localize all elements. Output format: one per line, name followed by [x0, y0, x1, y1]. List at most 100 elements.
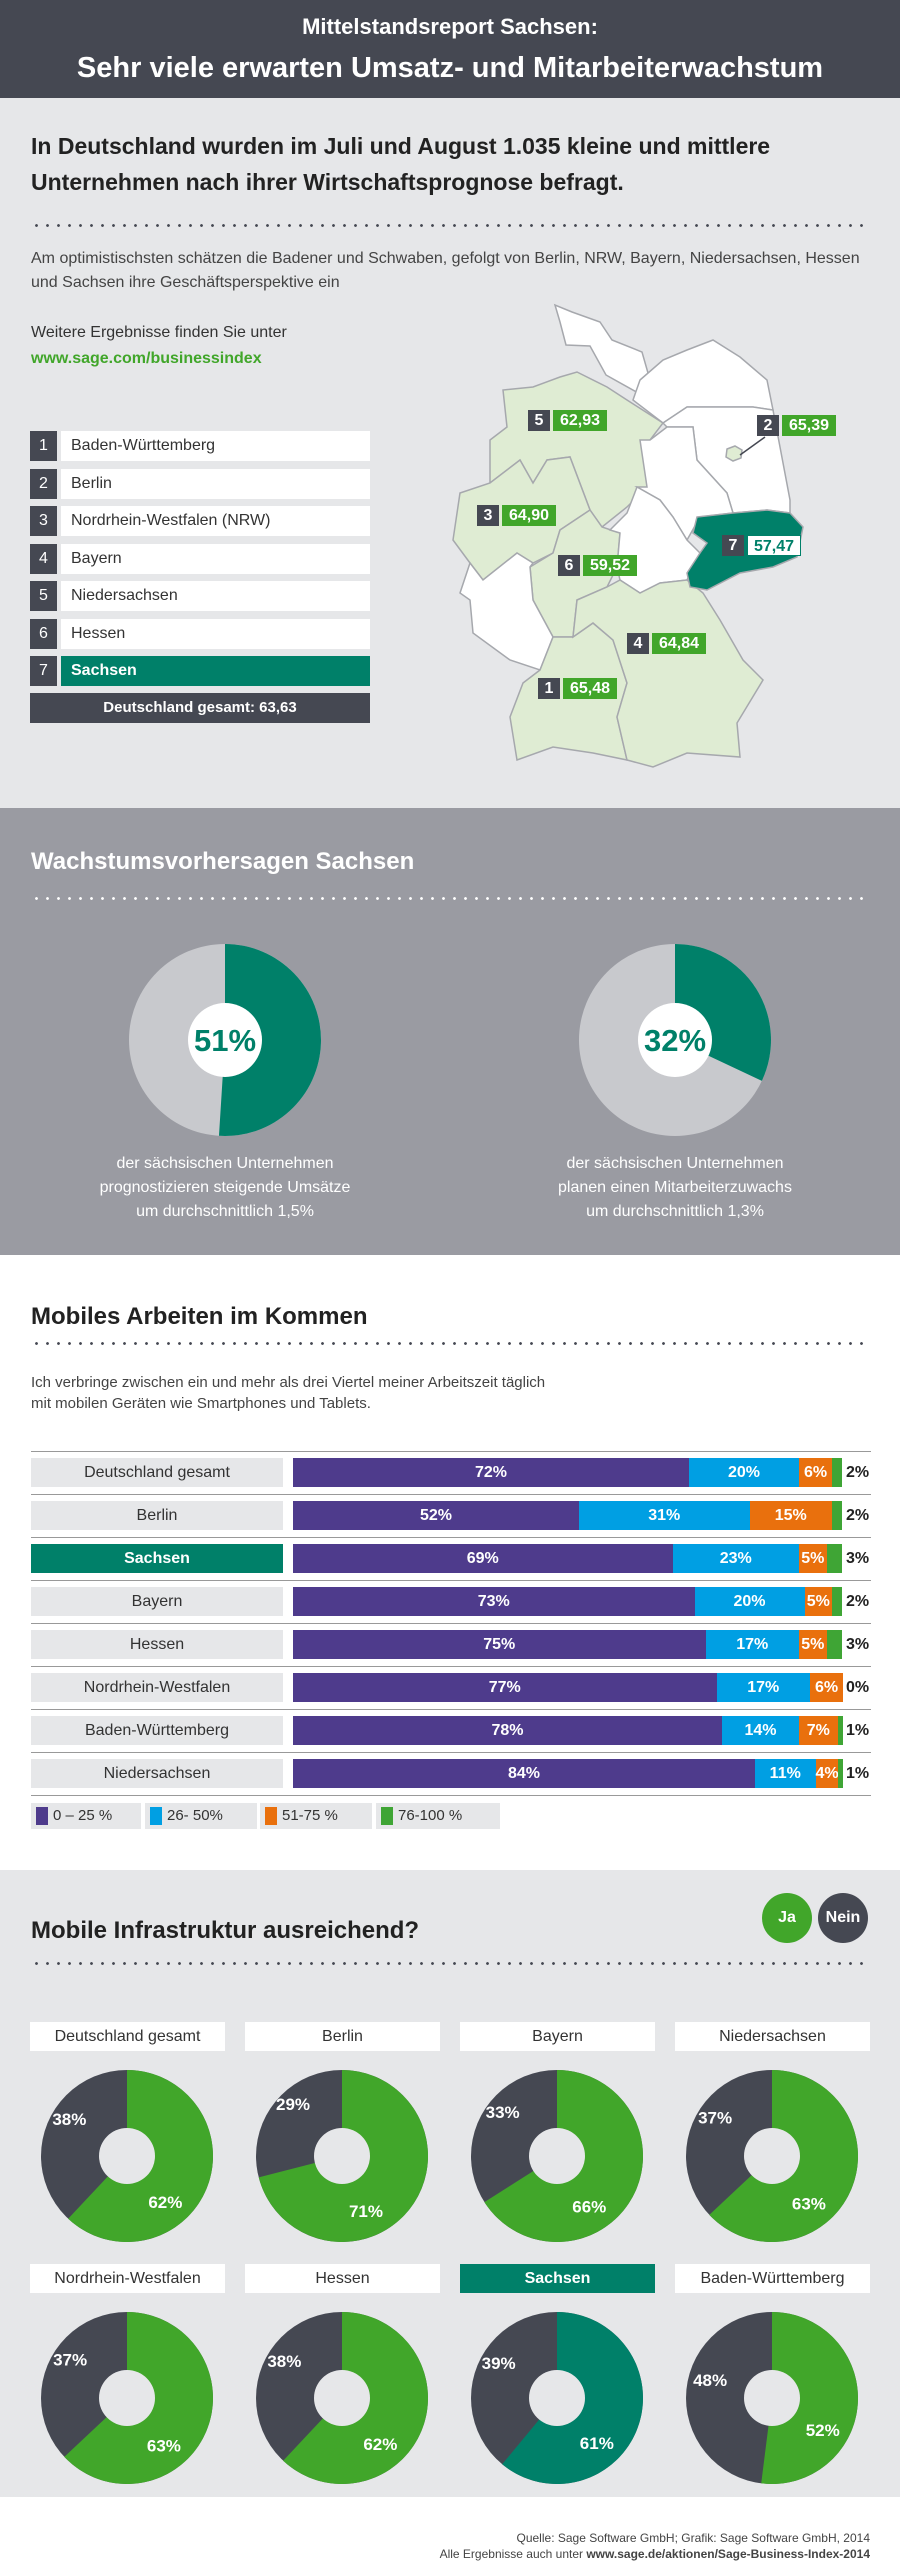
infra-pie: 63% 37%: [41, 2312, 213, 2484]
bar-segment: [832, 1587, 843, 1616]
footer-more-prefix: Alle Ergebnisse auch unter: [439, 2547, 587, 2561]
bar-value-label: 1%: [846, 1765, 870, 1782]
map-rank-badge: 6: [558, 555, 580, 576]
infra-pie: 62% 38%: [256, 2312, 428, 2484]
bar-category-label: Niedersachsen: [31, 1759, 283, 1788]
state-sachsen: [686, 509, 804, 591]
pie-caption-line: der sächsischen Unternehmen: [116, 1155, 334, 1172]
rank-label: Nordrhein-Westfalen (NRW): [61, 506, 370, 536]
intro-headline: In Deutschland wurden im Juli und August…: [31, 133, 771, 195]
growth-title: Wachstumsvorhersagen Sachsen: [31, 848, 415, 875]
pie-nein-label: 38%: [267, 2352, 301, 2371]
row-divider: [31, 1709, 871, 1710]
legend-ja: Ja: [762, 1893, 812, 1943]
bar-segment: 78%: [293, 1716, 722, 1745]
ranking-item: 1 Baden-Württemberg: [30, 431, 370, 461]
bar-category-label: Berlin: [31, 1501, 283, 1530]
map-score-badge: 57,47: [747, 535, 801, 556]
rank-number: 1: [30, 431, 57, 461]
row-divider: [31, 1537, 871, 1538]
bar-category-label: Hessen: [31, 1630, 283, 1659]
row-divider: [31, 1752, 871, 1753]
legend-swatch: [265, 1807, 277, 1825]
bar-segment: 14%: [722, 1716, 799, 1745]
bar-category-label: Sachsen: [31, 1544, 283, 1573]
footer-more: Alle Ergebnisse auch unter www.sage.de/a…: [440, 2546, 870, 2562]
pie-region-label: Deutschland gesamt: [30, 2022, 225, 2051]
pie-ja-label: 61%: [580, 2434, 614, 2453]
germany-map: [452, 303, 804, 768]
mobile-subtitle: Ich verbringe zwischen ein und mehr als …: [31, 1372, 545, 1414]
bar-value-label: 0%: [846, 1679, 870, 1696]
infra-title: Mobile Infrastruktur ausreichend?: [31, 1917, 420, 1944]
pie-region-label: Nordrhein-Westfalen: [30, 2264, 225, 2293]
row-divider: [31, 1666, 871, 1667]
bar-value-label: 2%: [846, 1507, 870, 1524]
pie-nein-label: 48%: [693, 2371, 727, 2390]
infra-pie: 52% 48%: [686, 2312, 858, 2484]
legend-item: 76-100 %: [376, 1803, 500, 1829]
berlin-leader-line: [739, 436, 766, 456]
bar-segment: [826, 1630, 843, 1659]
infra-pie: 71% 29%: [256, 2070, 428, 2242]
pie-caption-line: prognostizieren steigende Umsätze: [99, 1179, 351, 1196]
more-results: Weitere Ergebnisse finden Sie unter www.…: [31, 320, 287, 372]
pie-center: [99, 2370, 155, 2426]
pie-caption-line: der sächsischen Unternehmen: [566, 1155, 784, 1172]
mobile-title: Mobiles Arbeiten im Kommen: [31, 1303, 368, 1330]
infra-pie: 61% 39%: [471, 2312, 643, 2484]
bar-segment: 73%: [293, 1587, 695, 1616]
bar-segment: [837, 1759, 843, 1788]
state-berlin: [725, 445, 743, 462]
pie-center: [188, 1003, 262, 1077]
legend-label: 26- 50%: [167, 1807, 223, 1824]
bar-value-label: 2%: [846, 1593, 870, 1610]
dotted-divider: [31, 224, 871, 227]
pie-caption: der sächsischen Unternehmen planen einen …: [495, 1152, 855, 1224]
pie-ja-label: 66%: [572, 2198, 606, 2217]
pie-region-label: Hessen: [245, 2264, 440, 2293]
pie-center: [744, 2370, 800, 2426]
header-title-line1: Mittelstandsreport Sachsen:: [302, 14, 598, 39]
legend-swatch: [150, 1807, 162, 1825]
rank-label: Hessen: [61, 618, 370, 649]
pie-nein-label: 33%: [486, 2103, 520, 2122]
pie-nein-label: 37%: [698, 2108, 732, 2127]
footer-link[interactable]: www.sage.de/aktionen/Sage-Business-Index…: [586, 2547, 870, 2561]
footer: Quelle: Sage Software GmbH; Grafik: Sage…: [440, 2530, 870, 2562]
more-results-link[interactable]: www.sage.com/businessindex: [31, 350, 262, 367]
pie-center: [744, 2128, 800, 2184]
more-results-text: Weitere Ergebnisse finden Sie unter: [31, 324, 287, 341]
pie-center: [314, 2370, 370, 2426]
bar-segment: 69%: [293, 1544, 673, 1573]
growth-pies: 51% 32%: [129, 944, 771, 1136]
row-divider: [31, 1494, 871, 1495]
map-rank-badge: 7: [722, 535, 744, 556]
infra-pie: 63% 37%: [686, 2070, 858, 2242]
bar-segment: 84%: [293, 1759, 755, 1788]
pie-region-label: Berlin: [245, 2022, 440, 2051]
legend-swatch: [381, 1807, 393, 1825]
pie-center: [529, 2370, 585, 2426]
bar-segment: 75%: [293, 1630, 706, 1659]
bar-segment: [832, 1458, 843, 1487]
row-divider: [31, 1451, 871, 1452]
map-score-badge: 64,90: [502, 505, 556, 526]
map-score-badge: 62,93: [553, 410, 607, 431]
pie-caption-line: planen einen Mitarbeiterzuwachs: [558, 1179, 792, 1196]
bar-segment: 7%: [799, 1716, 838, 1745]
pie-caption-line: um durchschnittlich 1,5%: [136, 1203, 314, 1220]
pie-nein-label: 29%: [276, 2095, 310, 2114]
bar-segment: [832, 1501, 843, 1530]
pie-value-slice: [218, 944, 322, 1136]
legend-swatch: [36, 1807, 48, 1825]
pie-ja-label: 62%: [363, 2435, 397, 2454]
ranking-item: 7 Sachsen: [30, 656, 370, 686]
infra-pie: 62% 38%: [41, 2070, 213, 2242]
bar-segment: [837, 1716, 843, 1745]
rank-number: 3: [30, 506, 57, 536]
bar-segment: 17%: [705, 1630, 799, 1659]
map-rank-badge: 3: [477, 505, 499, 526]
rank-label: Bayern: [61, 543, 370, 574]
map-score-badge: 65,48: [563, 678, 617, 699]
